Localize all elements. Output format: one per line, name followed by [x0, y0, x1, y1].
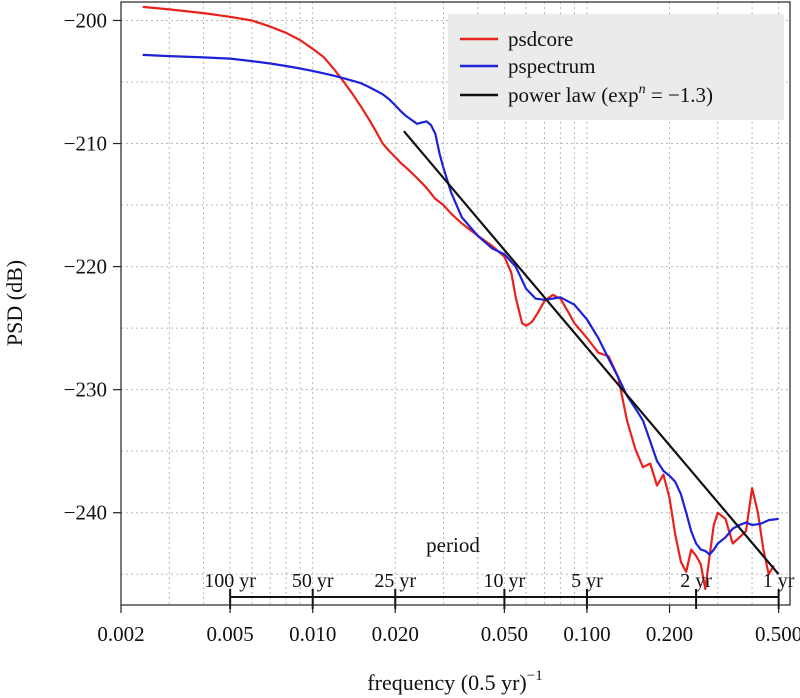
period-tick-label: 2 yr	[680, 570, 712, 592]
x-tick-label: 0.050	[481, 622, 528, 646]
legend: psdcore pspectrum power law (expn = −1.3…	[448, 14, 784, 120]
period-axis-title: period	[426, 533, 480, 557]
x-axis-label-text: frequency (0.5 yr)	[367, 670, 526, 695]
x-axis: 0.002 0.005 0.010 0.020 0.050 0.100 0.200 0.500	[97, 605, 800, 646]
plot-frame	[120, 1, 791, 606]
y-axis: −200 −210 −220 −230 −240	[64, 8, 121, 525]
legend-power-law-prefix: power law (exp	[508, 83, 639, 107]
y-tick-label: −230	[64, 378, 107, 402]
x-tick-label: 0.020	[372, 622, 419, 646]
period-tick-label: 10 yr	[484, 570, 526, 592]
x-tick-label: 0.002	[97, 622, 144, 646]
y-tick-label: −200	[64, 8, 107, 32]
legend-label-power-law: power law (expn = −1.3)	[508, 82, 713, 107]
x-tick-label: 0.010	[289, 622, 336, 646]
series-line-pspectrum	[142, 53, 779, 556]
series-layer	[142, 5, 780, 591]
legend-label-psdcore: psdcore	[508, 27, 573, 51]
period-axis: period 100 yr 50 yr 25 yr 10 yr 5 yr 2 yr 1 yr	[204, 533, 795, 609]
series-line-power-law	[403, 130, 780, 575]
legend-box	[448, 14, 784, 120]
x-tick-label: 0.200	[646, 622, 693, 646]
x-tick-label: 0.500	[755, 622, 800, 646]
period-tick-label: 50 yr	[292, 570, 334, 592]
y-tick-label: −210	[64, 132, 107, 156]
x-axis-label-exponent: −1	[527, 668, 543, 684]
x-tick-label: 0.005	[207, 622, 254, 646]
y-axis-label: PSD (dB)	[2, 260, 27, 346]
period-tick-label: 25 yr	[374, 570, 416, 592]
y-tick-label: −240	[64, 501, 107, 525]
y-tick-label: −220	[64, 255, 107, 279]
legend-label-pspectrum: pspectrum	[508, 54, 595, 78]
period-tick-label: 100 yr	[204, 570, 256, 592]
period-tick-label: 5 yr	[571, 570, 603, 592]
x-axis-label: frequency (0.5 yr)−1	[367, 668, 542, 695]
legend-power-law-exponent: n	[639, 82, 646, 97]
x-tick-label: 0.100	[563, 622, 610, 646]
period-tick-label: 1 yr	[763, 570, 795, 592]
series-line-psdcore	[142, 5, 775, 591]
legend-power-law-suffix: = −1.3)	[646, 83, 713, 107]
